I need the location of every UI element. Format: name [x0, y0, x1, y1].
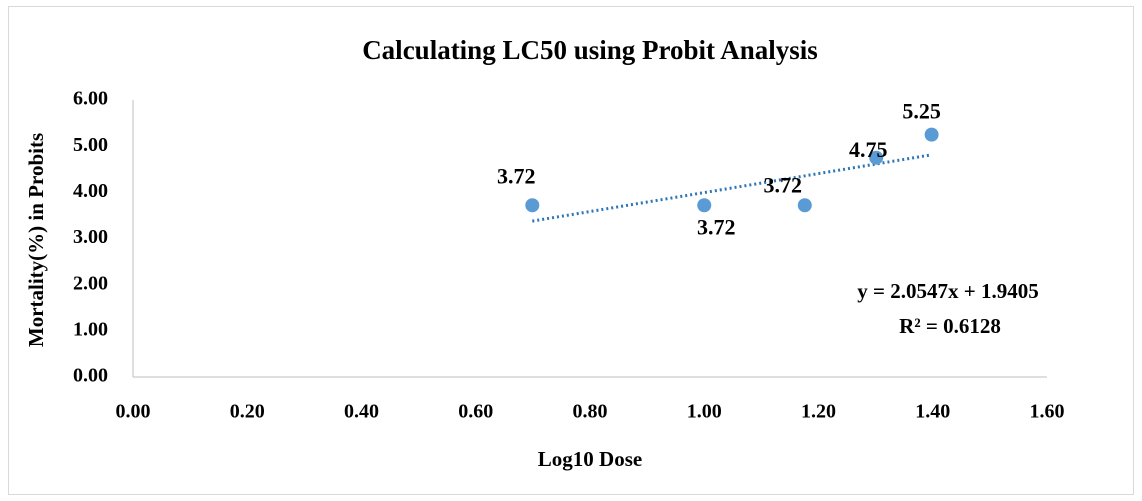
x-tick-label: 0.80	[573, 401, 608, 423]
point	[797, 198, 812, 213]
x-tick-label: 0.20	[230, 401, 265, 423]
x-tick-label: 0.00	[116, 401, 151, 423]
point	[924, 127, 939, 142]
x-tick-label: 0.40	[344, 401, 379, 423]
y-tick-label: 2.00	[73, 272, 108, 294]
x-tick-label: 0.60	[458, 401, 493, 423]
y-tick-label: 4.00	[73, 180, 108, 202]
point	[697, 198, 712, 213]
x-axis-title: Log10 Dose	[538, 447, 642, 471]
data-label: 3.72	[764, 172, 803, 197]
point	[525, 198, 540, 213]
y-tick-label: 6.00	[73, 88, 108, 110]
data-label: 5.25	[902, 99, 941, 124]
x-tick-label: 1.40	[915, 401, 950, 423]
trendline-r2: R² = 0.6128	[899, 314, 1001, 338]
y-tick-label: 3.00	[73, 226, 108, 248]
x-tick-label: 1.60	[1030, 401, 1065, 423]
y-tick-label: 0.00	[73, 365, 108, 387]
y-tick-label: 5.00	[73, 134, 108, 156]
x-tick-label: 1.20	[801, 401, 836, 423]
y-tick-label: 1.00	[73, 318, 108, 340]
y-axis-title: Mortality(%) in Probits	[24, 133, 48, 347]
data-label: 3.72	[497, 163, 536, 188]
chart-border	[8, 6, 1134, 495]
data-label: 3.72	[697, 214, 736, 239]
chart-title: Calculating LC50 using Probit Analysis	[362, 35, 818, 65]
point	[869, 150, 884, 165]
data-label: 4.75	[849, 137, 888, 162]
x-tick-label: 1.00	[687, 401, 722, 423]
trendline-equation: y = 2.0547x + 1.9405	[857, 279, 1038, 303]
